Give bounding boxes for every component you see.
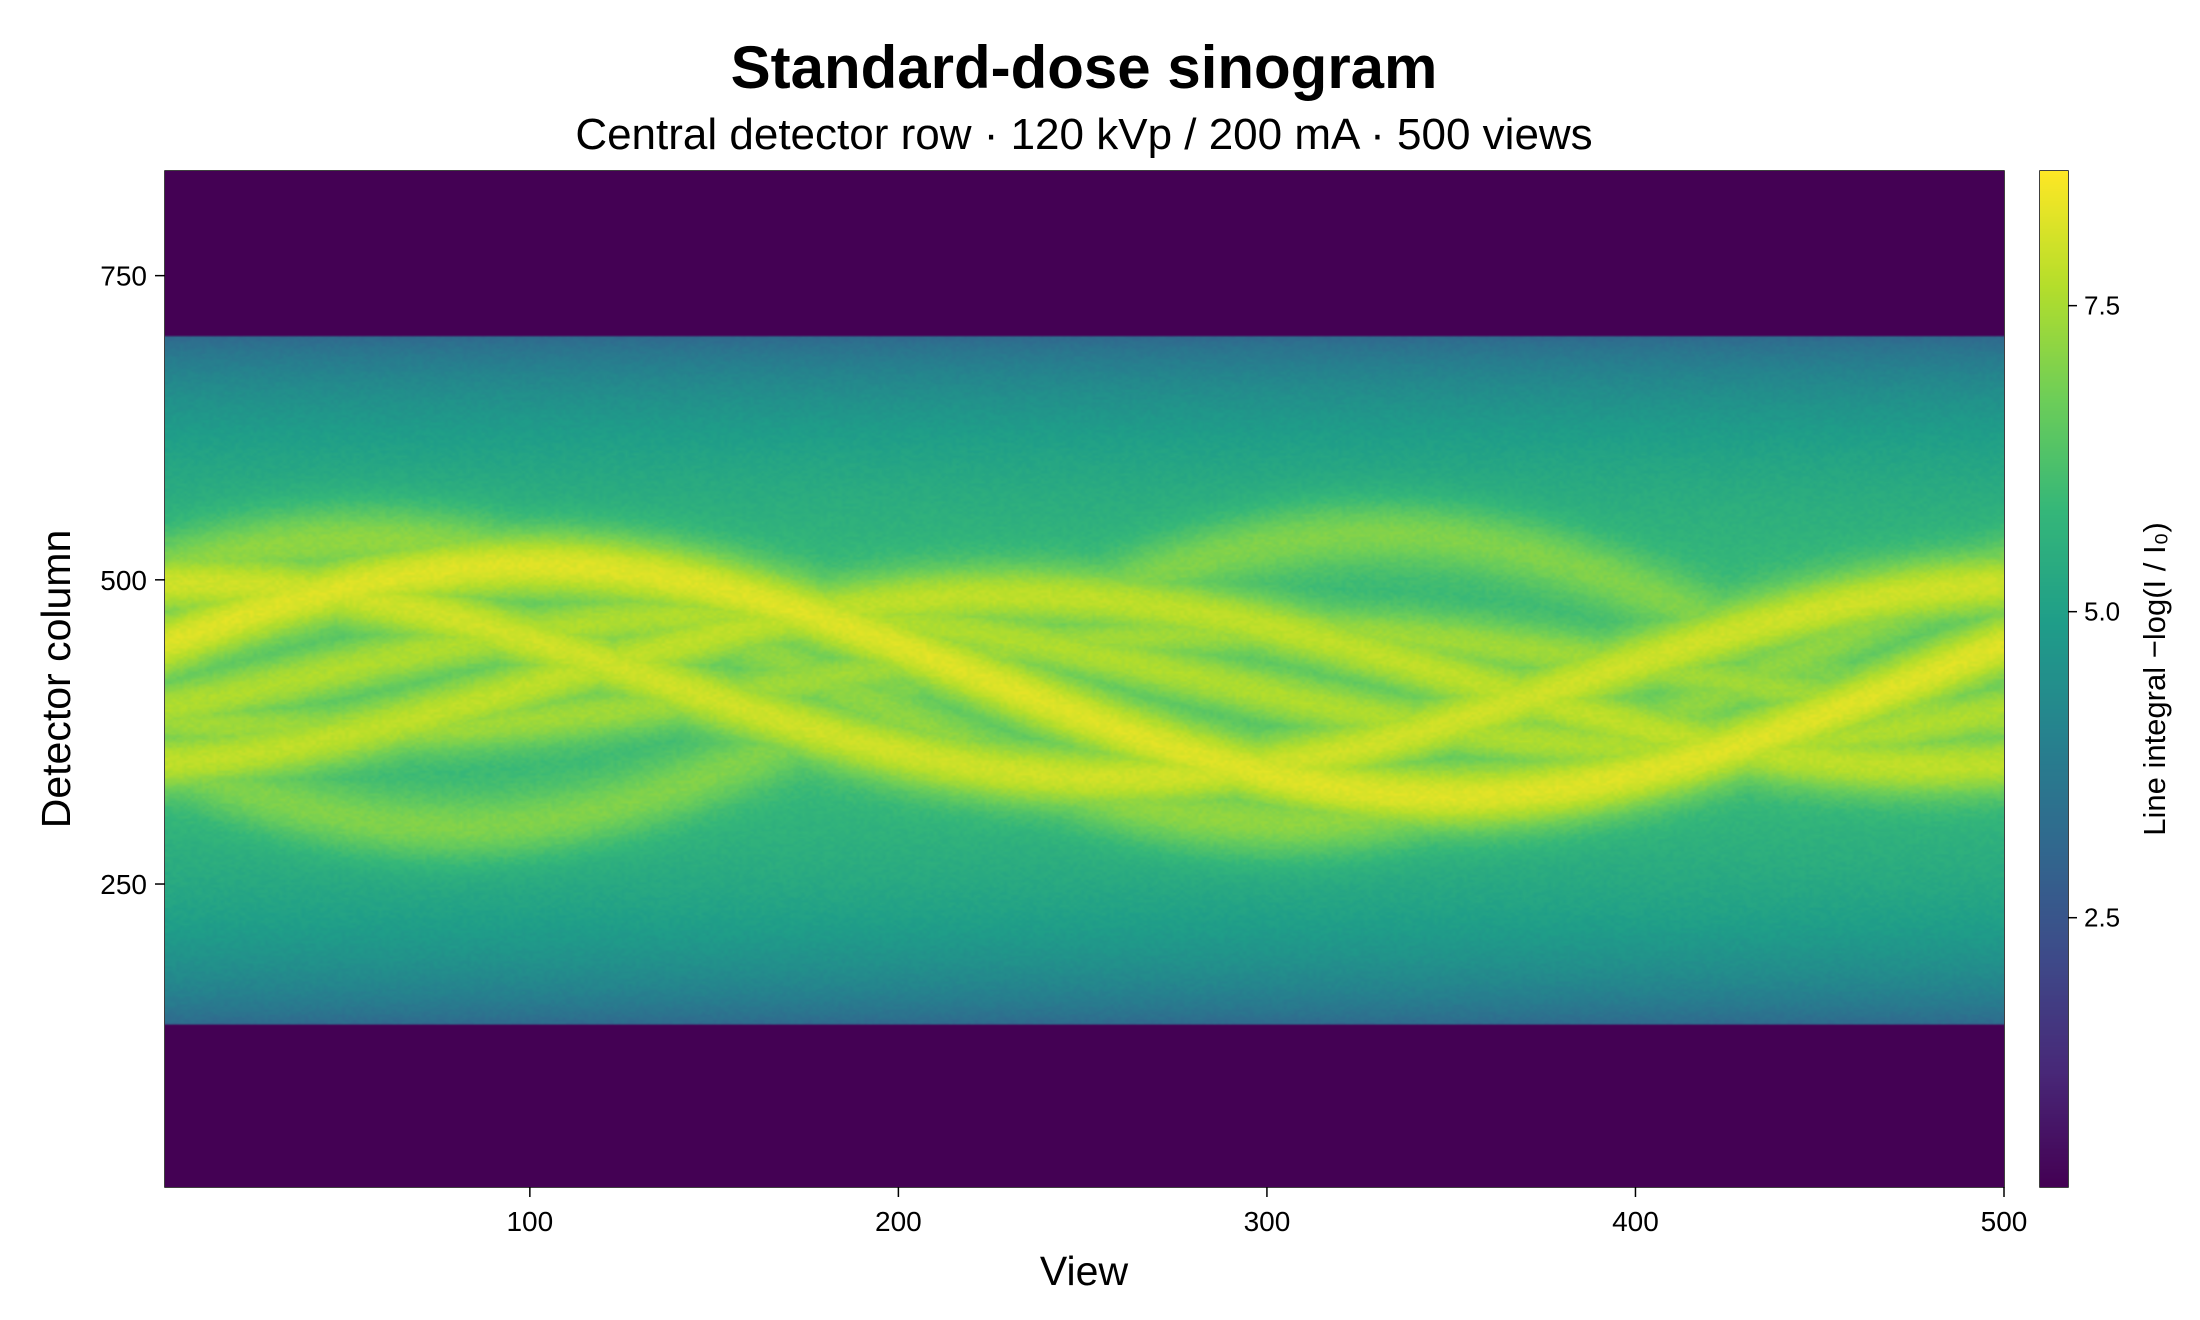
colorbar-label: Line integral −log(I / I₀) (2137, 522, 2172, 836)
colorbar-gradient (2040, 171, 2068, 1187)
chart-subtitle: Central detector row · 120 kVp / 200 mA … (575, 110, 1592, 159)
x-tick-label: 100 (506, 1206, 553, 1237)
sinogram-heatmap (165, 171, 2004, 1187)
x-axis-ticks: 100 200 300 400 500 (506, 1187, 2027, 1237)
colorbar-tick-label: 7.5 (2084, 291, 2120, 321)
x-axis-label: View (1040, 1248, 1129, 1294)
y-tick-label: 250 (100, 869, 147, 900)
colorbar-ticks: 2.5 5.0 7.5 (2068, 291, 2120, 933)
colorbar-tick-label: 2.5 (2084, 903, 2120, 933)
chart-title: Standard-dose sinogram (731, 34, 1438, 101)
x-tick-label: 500 (1981, 1206, 2028, 1237)
x-tick-label: 200 (875, 1206, 922, 1237)
y-axis-ticks: 250 500 750 (100, 261, 165, 900)
x-tick-label: 400 (1612, 1206, 1659, 1237)
y-tick-label: 750 (100, 261, 147, 292)
x-tick-label: 300 (1244, 1206, 1291, 1237)
colorbar-tick-label: 5.0 (2084, 597, 2120, 627)
y-axis-label: Detector column (33, 530, 79, 829)
y-tick-label: 500 (100, 565, 147, 596)
